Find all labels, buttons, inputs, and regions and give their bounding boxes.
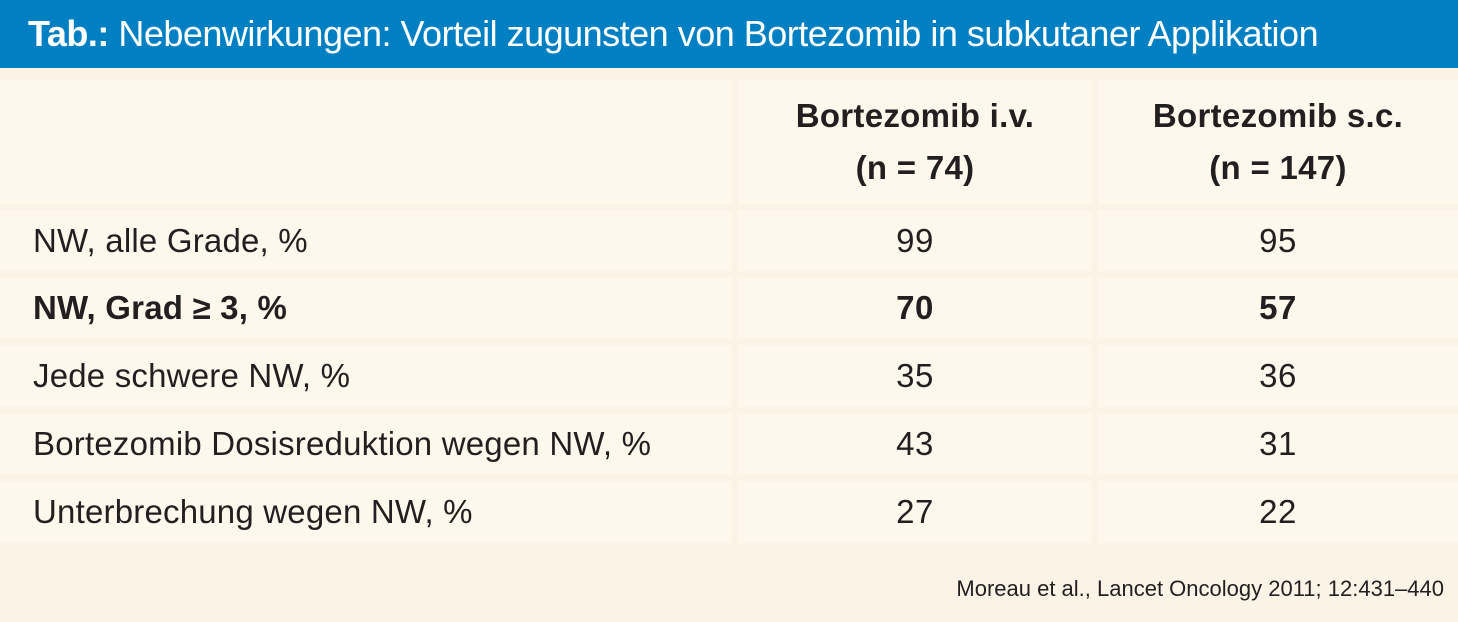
value-sc: 22 <box>1259 493 1297 530</box>
value-iv: 27 <box>896 493 934 530</box>
value-iv: 43 <box>896 425 934 462</box>
table-row-label: Jede schwere NW, % <box>0 345 732 407</box>
header-iv-name: Bortezomib i.v. <box>795 97 1035 134</box>
value-iv: 35 <box>896 357 934 394</box>
row-label: Bortezomib Dosisreduktion wegen NW, % <box>33 425 652 462</box>
header-iv-cell: Bortezomib i.v. (n = 74) <box>738 80 1092 204</box>
table-cell-iv: 70 <box>738 277 1092 339</box>
source-citation: Moreau et al., Lancet Oncology 2011; 12:… <box>956 576 1444 601</box>
value-sc: 57 <box>1259 289 1297 326</box>
table-cell-sc: 22 <box>1098 481 1458 543</box>
table-title: Tab.: Nebenwirkungen: Vorteil zugunsten … <box>0 0 1458 68</box>
table-title-text: Nebenwirkungen: Vorteil zugunsten von Bo… <box>108 13 1319 54</box>
table-cell-sc: 31 <box>1098 413 1458 475</box>
table-cell-iv: 35 <box>738 345 1092 407</box>
table-row-label: NW, Grad ≥ 3, % <box>0 277 732 339</box>
value-sc: 36 <box>1259 357 1297 394</box>
table-cell-iv: 99 <box>738 210 1092 271</box>
header-sc-count: (n = 147) <box>1209 149 1347 186</box>
value-sc: 95 <box>1259 221 1297 259</box>
table-row-label: NW, alle Grade, % <box>0 210 732 271</box>
row-label: NW, alle Grade, % <box>33 221 308 259</box>
table-cell-iv: 43 <box>738 413 1092 475</box>
table-row-label: Unterbrechung wegen NW, % <box>0 481 732 543</box>
table-cell-sc: 57 <box>1098 277 1458 339</box>
value-iv: 99 <box>896 221 934 259</box>
value-iv: 70 <box>896 289 934 326</box>
row-label: Unterbrechung wegen NW, % <box>33 493 473 530</box>
table-cell-sc: 36 <box>1098 345 1458 407</box>
table-row-label: Bortezomib Dosisreduktion wegen NW, % <box>0 413 732 475</box>
header-sc-name: Bortezomib s.c. <box>1152 97 1404 134</box>
value-sc: 31 <box>1259 425 1297 462</box>
header-empty-cell <box>0 80 732 204</box>
row-label: Jede schwere NW, % <box>33 357 351 394</box>
header-iv-count: (n = 74) <box>855 149 975 186</box>
table-panel: Bortezomib i.v. (n = 74) Bortezomib s.c.… <box>0 68 1458 622</box>
table-cell-iv: 27 <box>738 481 1092 543</box>
header-sc-cell: Bortezomib s.c. (n = 147) <box>1098 80 1458 204</box>
table-cell-sc: 95 <box>1098 210 1458 271</box>
table-title-prefix: Tab.: <box>28 13 109 54</box>
row-label: NW, Grad ≥ 3, % <box>33 289 287 326</box>
